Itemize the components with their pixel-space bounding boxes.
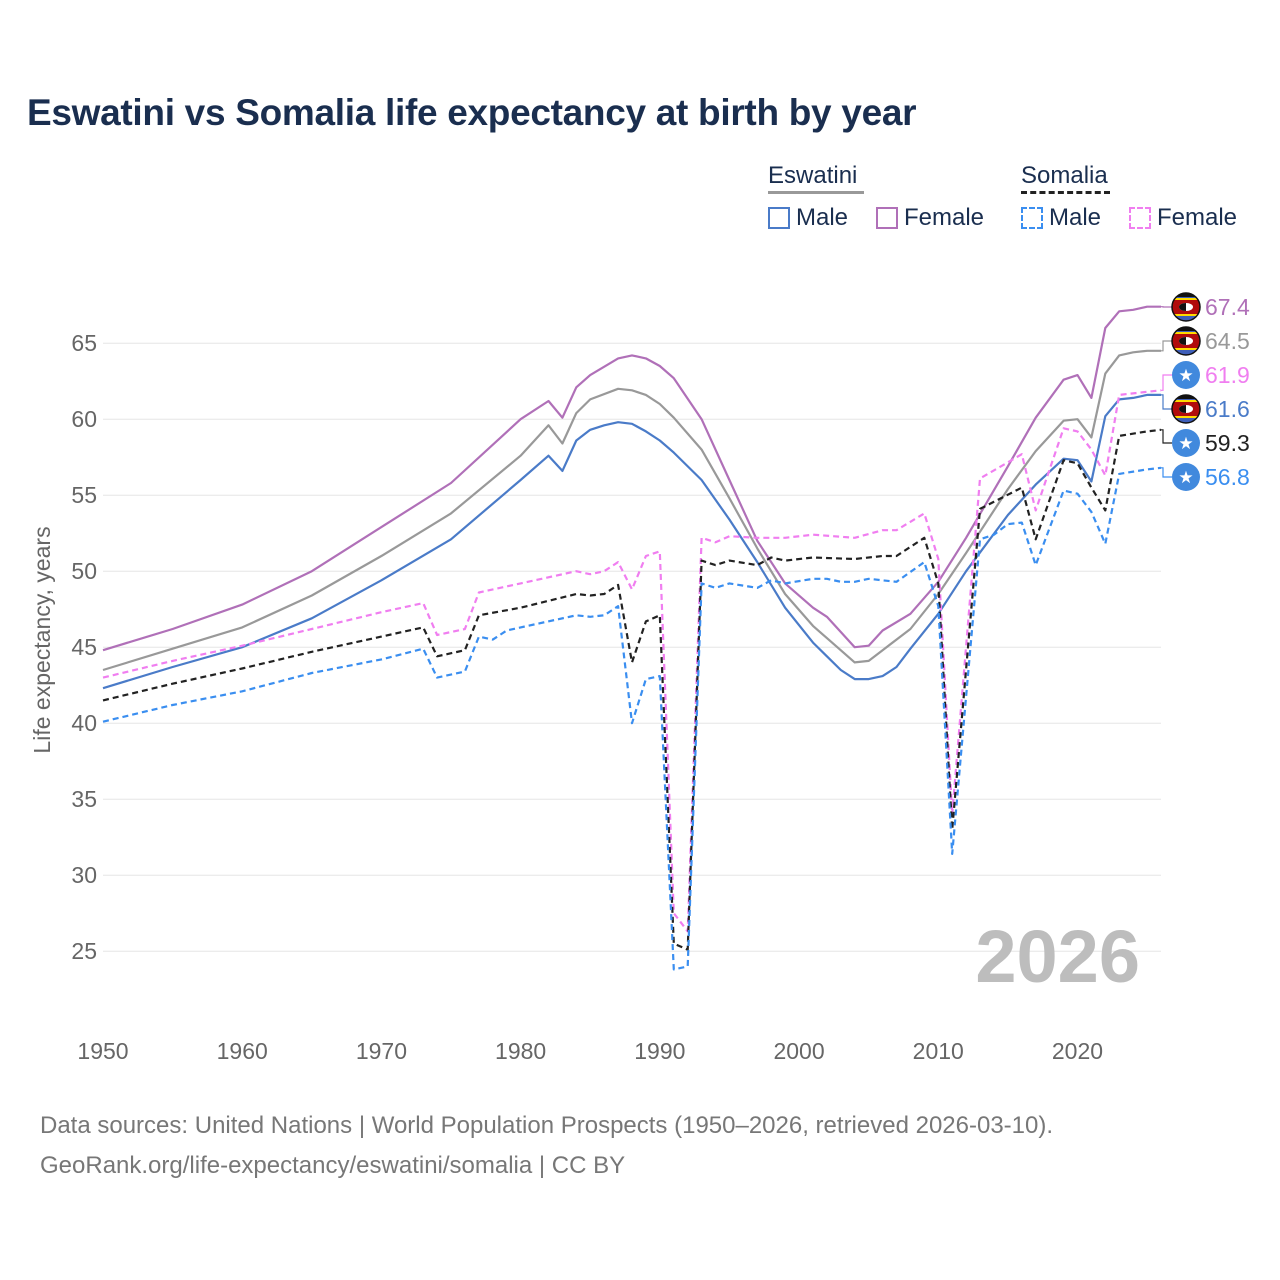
y-tick-label: 60 (71, 406, 97, 432)
series-line-eswatini-male (102, 393, 1161, 690)
legend-group-eswatini-label: Eswatini (768, 162, 858, 189)
y-axis-label: Life expectancy, years (29, 526, 55, 753)
end-label-connector (1161, 394, 1172, 410)
chart-title: Eswatini vs Somalia life expectancy at b… (27, 92, 917, 133)
somalia-flag-icon: ★ (1172, 361, 1200, 389)
legend-item-eswatini-male[interactable]: Male (768, 204, 848, 232)
end-value-label: 56.8 (1205, 464, 1250, 490)
legend-label-somalia-female: Female (1157, 204, 1238, 231)
end-label-connector (1161, 374, 1172, 391)
legend-label-somalia-male: Male (1049, 204, 1102, 231)
somalia-flag-icon: ★ (1172, 429, 1200, 457)
legend-group-somalia-label: Somalia (1021, 162, 1108, 189)
series-line-somalia-female (102, 389, 1162, 933)
legend-item-somalia-male[interactable]: Male (1021, 204, 1101, 232)
legend-item-eswatini-female[interactable]: Female (876, 204, 984, 232)
source-line-1: Data sources: United Nations | World Pop… (40, 1112, 1054, 1139)
series-line-somalia-total (102, 428, 1162, 951)
end-label-connector (1161, 429, 1172, 444)
y-tick-label: 55 (71, 482, 97, 508)
legend-swatch-somalia-male (1021, 207, 1043, 229)
x-tick-label: 1960 (217, 1038, 268, 1064)
y-tick-label: 35 (71, 786, 97, 812)
x-tick-label: 2020 (1052, 1038, 1103, 1064)
legend-label-eswatini-male: Male (796, 204, 849, 231)
end-label-connector (1161, 467, 1172, 478)
y-tick-label: 25 (71, 938, 97, 964)
legend-swatch-eswatini-female (876, 207, 898, 229)
y-tick-label: 50 (71, 558, 97, 584)
y-tick-label: 30 (71, 862, 97, 888)
end-value-label: 59.3 (1205, 430, 1250, 456)
source-line-2[interactable]: GeoRank.org/life-expectancy/eswatini/som… (40, 1152, 626, 1179)
end-label-connector (1161, 340, 1172, 352)
x-tick-label: 2010 (913, 1038, 964, 1064)
y-tick-label: 45 (71, 634, 97, 660)
x-tick-label: 1950 (77, 1038, 128, 1064)
end-value-label: 61.6 (1205, 396, 1250, 422)
svg-text:★: ★ (1178, 468, 1193, 488)
x-axis-ticks: 1950 1960 1970 1980 1990 2000 2010 2020 (77, 1038, 1103, 1064)
eswatini-flag-icon (1171, 394, 1201, 424)
y-tick-label: 40 (71, 710, 97, 736)
gridlines (103, 342, 1161, 952)
svg-text:★: ★ (1178, 434, 1193, 454)
x-tick-label: 1980 (495, 1038, 546, 1064)
series-line-somalia-male (102, 466, 1162, 971)
x-tick-label: 1970 (356, 1038, 407, 1064)
eswatini-flag-icon (1171, 292, 1201, 322)
y-tick-label: 65 (71, 330, 97, 356)
end-value-label: 67.4 (1205, 294, 1250, 320)
x-tick-label: 2000 (773, 1038, 824, 1064)
eswatini-flag-icon (1171, 326, 1201, 356)
legend-swatch-somalia-female (1129, 207, 1151, 229)
series-line-eswatini-total (102, 349, 1161, 672)
end-labels: 67.4 64.5 ★ 61.9 61.6 ★ 59.3 ★ 56.8 (1161, 292, 1250, 491)
legend-group-eswatini-line (768, 191, 864, 194)
year-watermark: 2026 (975, 915, 1140, 998)
series-line-eswatini-female (102, 305, 1161, 652)
y-axis-ticks: 25 30 35 40 45 50 55 60 65 (71, 330, 97, 964)
legend-group-eswatini: Eswatini (768, 162, 864, 194)
legend-item-somalia-female[interactable]: Female (1129, 204, 1237, 232)
x-tick-label: 1990 (634, 1038, 685, 1064)
line-chart: 25 30 35 40 45 50 55 60 65 1950 1960 1970 1980 1990 2… (29, 292, 1250, 1064)
series-lines (102, 305, 1162, 971)
svg-text:★: ★ (1178, 366, 1193, 386)
legend-swatch-eswatini-male (768, 207, 790, 229)
somalia-flag-icon: ★ (1172, 463, 1200, 491)
end-value-label: 61.9 (1205, 362, 1250, 388)
source-note: Data sources: United Nations | World Pop… (40, 1106, 1053, 1186)
legend-group-somalia: Somalia (1021, 162, 1110, 194)
end-value-label: 64.5 (1205, 328, 1250, 354)
legend-group-somalia-line (1021, 191, 1110, 194)
legend-label-eswatini-female: Female (904, 204, 985, 231)
